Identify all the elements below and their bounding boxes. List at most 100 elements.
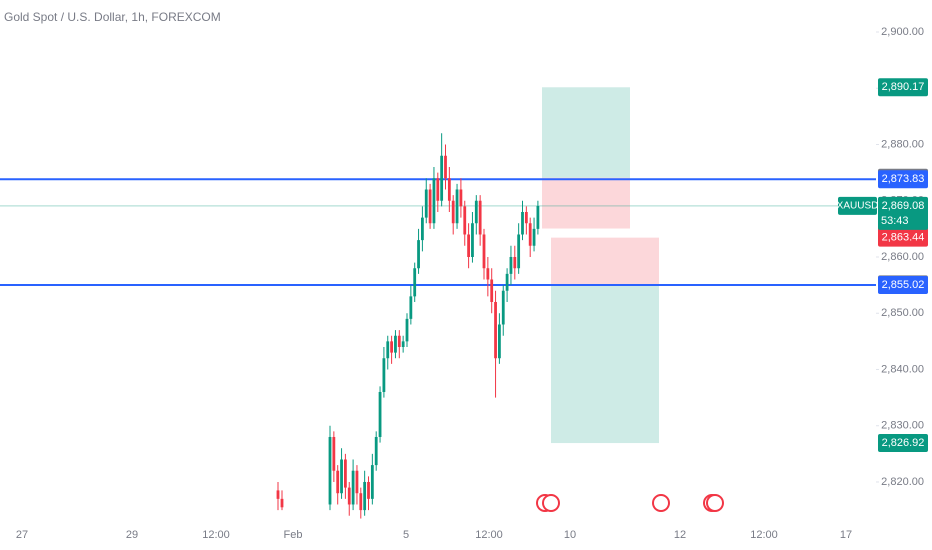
candle-body [401,341,405,347]
position-zone [551,237,659,285]
event-icons [536,494,724,512]
candle-body [280,498,284,508]
x-tick-label: 27 [16,529,28,541]
last-price-label: 2,869.08 [882,200,925,212]
candle-body [394,335,397,353]
x-tick-label: 17 [840,529,852,541]
candle-body [328,436,332,505]
candle-body [421,217,424,241]
candle-body [378,391,382,437]
event-icon[interactable] [706,494,724,512]
candle-body [513,256,517,269]
candle-body [536,205,540,229]
y-tick-label: 2,850.00 [881,307,924,319]
candle-body [363,481,367,511]
candle-body [490,279,494,302]
y-tick-label: 2,860.00 [881,251,924,263]
x-tick-label: 12 [674,529,686,541]
x-tick-label: 5 [403,529,409,541]
candle-body [501,290,505,325]
x-tick-label: 12:00 [202,529,230,541]
y-tick-label: 2,880.00 [881,138,924,150]
chart-title: Gold Spot / U.S. Dollar, 1h, FOREXCOM [4,10,221,24]
countdown-label: 53:43 [881,215,909,227]
position-zone [551,284,659,444]
price-label: 2,890.17 [882,81,925,93]
candle-body [367,481,370,499]
symbol-label: XAUUSD [837,201,879,212]
y-tick-label: 2,840.00 [881,363,924,375]
last-price-box [878,196,928,230]
candle-body [428,189,432,224]
line-price-label-box [878,170,928,189]
x-tick-label: Feb [284,529,303,541]
candle-body [351,470,355,505]
event-icon[interactable] [652,494,670,512]
candle-body [440,155,444,201]
x-tick-label: 10 [564,529,576,541]
candle-body [494,301,497,359]
candle-body [355,470,359,494]
candle-body [340,459,343,494]
candle-body [478,200,482,235]
line-price-label: 2,873.83 [882,173,925,185]
candle-body [459,189,463,207]
candle-body [532,228,536,246]
candle-body [432,178,436,224]
candle-body [374,436,378,466]
candle-body [413,268,417,297]
candle-body [474,200,478,224]
candle-body [482,234,486,269]
candle-body [524,211,528,224]
event-icon[interactable] [542,494,560,512]
price-label-box [878,78,928,97]
candle-body [521,211,524,235]
candle-body [405,318,409,342]
candle-body [517,234,521,269]
candle-body [505,273,509,291]
symbol-box [838,196,877,215]
candle-body [424,189,428,218]
candle-body [382,358,386,392]
candle-body [336,470,340,494]
y-tick-label: 2,900.00 [881,26,924,38]
candle-body [528,223,532,246]
position-zone [542,87,630,178]
price-label-box [878,434,928,453]
candle-body [509,256,513,274]
candle-body [390,341,393,353]
candle-body [347,487,351,505]
candle-body [359,493,363,511]
candle-body [444,155,447,179]
candle-body [370,465,374,499]
line-price-label: 2,855.02 [882,279,925,291]
candle-body [467,234,470,257]
candle-body [344,459,347,488]
candle-body [436,178,440,201]
candle-body [397,335,401,347]
candle-body [276,490,280,499]
x-tick-label: 29 [126,529,138,541]
price-label: 2,826.92 [882,437,925,449]
candle-body [486,268,490,280]
candle-body [498,324,501,359]
candle-body [463,206,467,235]
candle-body [386,341,390,359]
y-tick-label: 2,830.00 [881,420,924,432]
candle-body [451,200,455,224]
candle-body [332,436,336,471]
x-tick-label: 12:00 [475,529,503,541]
candle-body [409,296,413,319]
price-label: 2,863.44 [882,232,925,244]
candle-body [471,223,474,257]
candle-body [447,178,451,201]
candle-body [455,189,459,224]
y-tick-label: 2,820.00 [881,476,924,488]
position-zone [542,177,630,229]
x-tick-label: 12:00 [750,529,778,541]
candle-body [417,240,420,269]
line-price-label-box [878,276,928,295]
price-label-box [878,228,928,247]
